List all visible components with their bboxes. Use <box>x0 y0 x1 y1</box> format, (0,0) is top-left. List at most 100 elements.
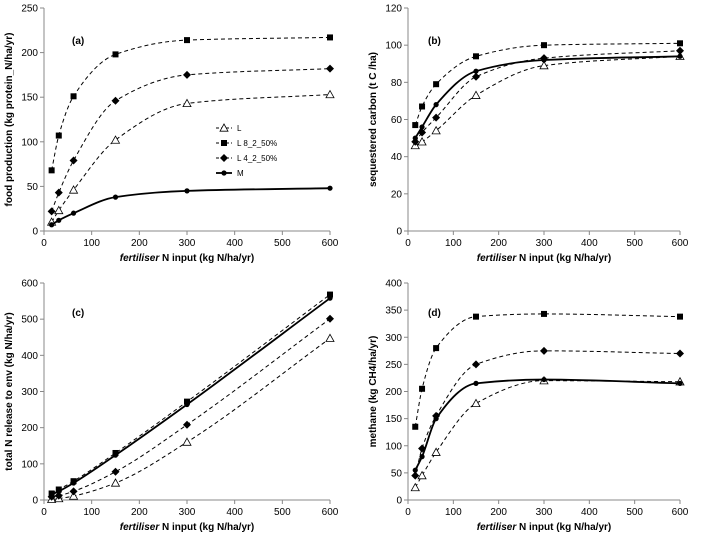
y-tick-label: 600 <box>21 279 38 290</box>
data-point <box>327 185 333 191</box>
series-line <box>414 378 681 471</box>
series-line <box>414 50 681 143</box>
data-point <box>417 136 427 146</box>
data-point <box>410 482 420 492</box>
data-point <box>419 385 426 392</box>
y-tick-label: 0 <box>396 496 402 507</box>
panel-label: (d) <box>428 308 441 319</box>
x-axis-label-rest: N input (kg N/ha/yr) <box>516 253 611 264</box>
x-axis-label: fertiliser N input (kg N/ha/yr) <box>477 253 611 264</box>
data-point <box>432 113 441 122</box>
data-point <box>68 185 79 194</box>
x-axis-label: fertiliser N input (kg N/ha/yr) <box>120 253 254 264</box>
x-tick-label: 500 <box>274 238 291 249</box>
data-point <box>112 452 119 458</box>
data-point <box>184 37 190 44</box>
data-point <box>325 333 335 342</box>
series-line <box>414 313 681 427</box>
data-point <box>111 467 120 476</box>
x-tick-label: 300 <box>536 238 553 249</box>
y-tick-label: 200 <box>385 387 402 398</box>
y-axis-label: total N release to env (kg N/ha/yr) <box>4 312 15 470</box>
series-square <box>412 40 683 129</box>
x-tick-label: 0 <box>405 238 411 249</box>
data-point <box>539 60 549 70</box>
x-tick-label: 500 <box>626 238 643 249</box>
data-point <box>110 135 121 144</box>
legend-entry: M <box>216 169 244 178</box>
x-tick-label: 400 <box>581 238 598 249</box>
data-point <box>49 491 55 498</box>
data-point <box>69 487 78 496</box>
x-tick-label: 300 <box>179 238 196 249</box>
y-tick-label: 250 <box>385 360 402 371</box>
data-point <box>412 135 418 141</box>
legend-label: M <box>237 169 244 178</box>
data-point <box>111 96 120 105</box>
data-point <box>473 68 479 74</box>
x-tick-label: 600 <box>322 507 339 518</box>
chart-panel-4: 0 50 100 150 200 250 300 350 400 0 100 200 300 400 500… <box>368 279 689 534</box>
y-tick-label: 250 <box>21 4 38 15</box>
series-diamond <box>47 314 334 501</box>
data-point <box>184 401 190 408</box>
series-line <box>51 337 331 500</box>
series-square <box>412 310 683 430</box>
y-tick-label: 150 <box>21 93 38 104</box>
y-tick-label: 400 <box>385 279 402 290</box>
data-point <box>471 398 481 408</box>
data-point <box>412 122 419 129</box>
series-line <box>51 297 331 496</box>
data-point <box>473 380 479 386</box>
series-diamond <box>47 64 334 216</box>
chart-panel-3: 0 100 200 300 400 500 600 0 100 200 300 400 500 600 fe… <box>4 279 339 534</box>
data-point <box>472 72 480 81</box>
data-point <box>112 51 119 58</box>
data-point <box>183 420 191 429</box>
series-line <box>51 187 331 226</box>
series-diamond <box>411 346 684 480</box>
data-point <box>433 102 439 108</box>
data-point <box>473 313 479 320</box>
y-axis-label: sequestered carbon (t C /ha) <box>368 52 379 187</box>
data-point <box>183 70 191 79</box>
series-triangle-open <box>410 375 685 492</box>
data-point <box>419 124 425 130</box>
x-tick-label: 200 <box>490 507 507 518</box>
legend-entry: L 4_2_50% <box>216 154 277 163</box>
data-point <box>326 64 334 73</box>
data-point <box>431 125 441 135</box>
data-point <box>677 53 683 59</box>
y-tick-label: 500 <box>21 315 38 326</box>
y-tick-label: 350 <box>385 306 402 317</box>
legend-label: L 8_2_50% <box>237 139 277 148</box>
data-point <box>184 188 190 194</box>
x-tick-label: 100 <box>445 238 462 249</box>
x-tick-label: 200 <box>131 238 148 249</box>
data-point <box>411 471 420 480</box>
data-point <box>69 156 78 165</box>
series-line <box>414 350 681 476</box>
x-axis-label-italic: fertiliser <box>120 522 161 533</box>
y-tick-label: 50 <box>27 182 39 193</box>
x-axis-label: fertiliser N input (kg N/ha/yr) <box>477 522 611 533</box>
legend-marker <box>220 154 228 162</box>
data-point <box>433 81 440 88</box>
x-tick-label: 600 <box>322 238 339 249</box>
legend-marker <box>219 123 229 132</box>
y-tick-label: 100 <box>385 41 402 52</box>
data-point <box>70 93 77 100</box>
data-point <box>327 295 333 301</box>
x-axis-label-italic: fertiliser <box>477 522 518 533</box>
y-tick-label: 50 <box>391 468 403 479</box>
series-line <box>414 42 681 126</box>
data-point <box>541 310 547 317</box>
series-circle <box>412 376 683 473</box>
x-tick-label: 200 <box>490 238 507 249</box>
legend-label: L <box>237 124 242 133</box>
data-point <box>471 90 481 99</box>
data-point <box>472 360 480 369</box>
x-axis-label-rest: N input (kg N/ha/yr) <box>516 522 611 533</box>
y-tick-label: 0 <box>32 227 38 238</box>
x-tick-label: 600 <box>672 507 689 518</box>
